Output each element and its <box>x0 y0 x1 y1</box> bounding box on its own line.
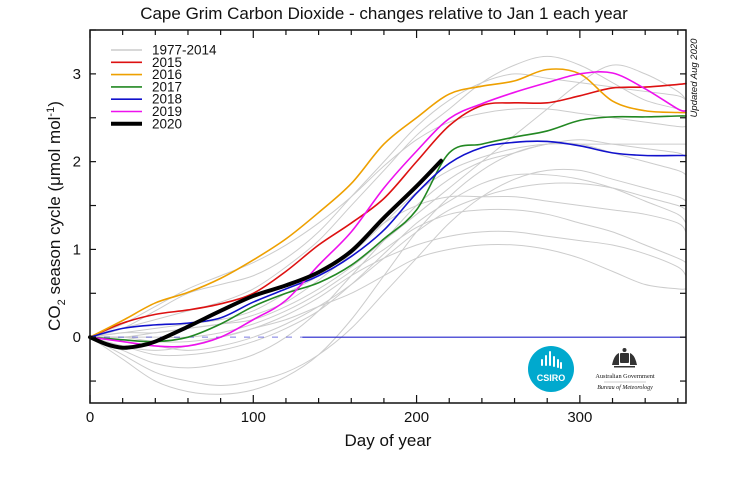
historical-line-1 <box>89 73 687 338</box>
legend-label: 2018 <box>152 92 182 107</box>
bom-line2: Bureau of Meteorology <box>597 384 653 391</box>
series-line-2020 <box>88 158 444 350</box>
historical-line-2 <box>89 168 687 386</box>
bom-logo: Australian Government Bureau of Meteorol… <box>595 348 655 391</box>
series-line-2016 <box>89 68 687 338</box>
series-line-2018 <box>89 140 687 338</box>
legend-label: 2020 <box>152 116 182 131</box>
series-line-2019 <box>89 70 687 348</box>
plot-frame <box>89 29 687 404</box>
updated-annotation: Updated Aug 2020 <box>689 38 700 118</box>
axis-ticks: 0 100 200 300 0 1 2 3 <box>73 29 686 426</box>
historical-line-9 <box>89 143 686 338</box>
historical-line-8 <box>89 139 687 395</box>
legend-label: 1977-2014 <box>152 43 217 58</box>
year-lines <box>88 68 687 350</box>
y-tick-label: 1 <box>73 241 81 258</box>
csiro-logo-text: CSIRO <box>537 373 566 383</box>
csiro-logo: CSIRO <box>528 346 574 392</box>
y-tick-label: 0 <box>73 329 81 346</box>
historical-line-12 <box>89 173 687 357</box>
bom-line1: Australian Government <box>595 373 655 380</box>
historical-line-13 <box>89 64 687 338</box>
series-line-2017 <box>89 115 687 343</box>
coat-of-arms-icon <box>612 348 637 368</box>
y-tick-label: 3 <box>73 66 81 83</box>
legend-label: 2019 <box>152 104 182 119</box>
x-tick-label: 100 <box>241 409 266 426</box>
x-tick-label: 0 <box>86 409 94 426</box>
y-tick-label: 2 <box>73 154 81 171</box>
x-tick-label: 300 <box>567 409 592 426</box>
y-axis-label: CO2 season cycle (μmol mol-1) <box>45 101 68 331</box>
legend-label: 2017 <box>152 79 182 94</box>
legend-label: 2015 <box>152 55 182 70</box>
historical-line-11 <box>89 107 687 338</box>
chart-title: Cape Grim Carbon Dioxide - changes relat… <box>140 4 628 23</box>
x-tick-label: 200 <box>404 409 429 426</box>
series-line-2015 <box>89 82 687 338</box>
historical-line-4 <box>89 195 687 338</box>
historical-line-5 <box>89 230 687 343</box>
x-axis-label: Day of year <box>345 431 432 450</box>
legend-label: 2016 <box>152 67 182 82</box>
